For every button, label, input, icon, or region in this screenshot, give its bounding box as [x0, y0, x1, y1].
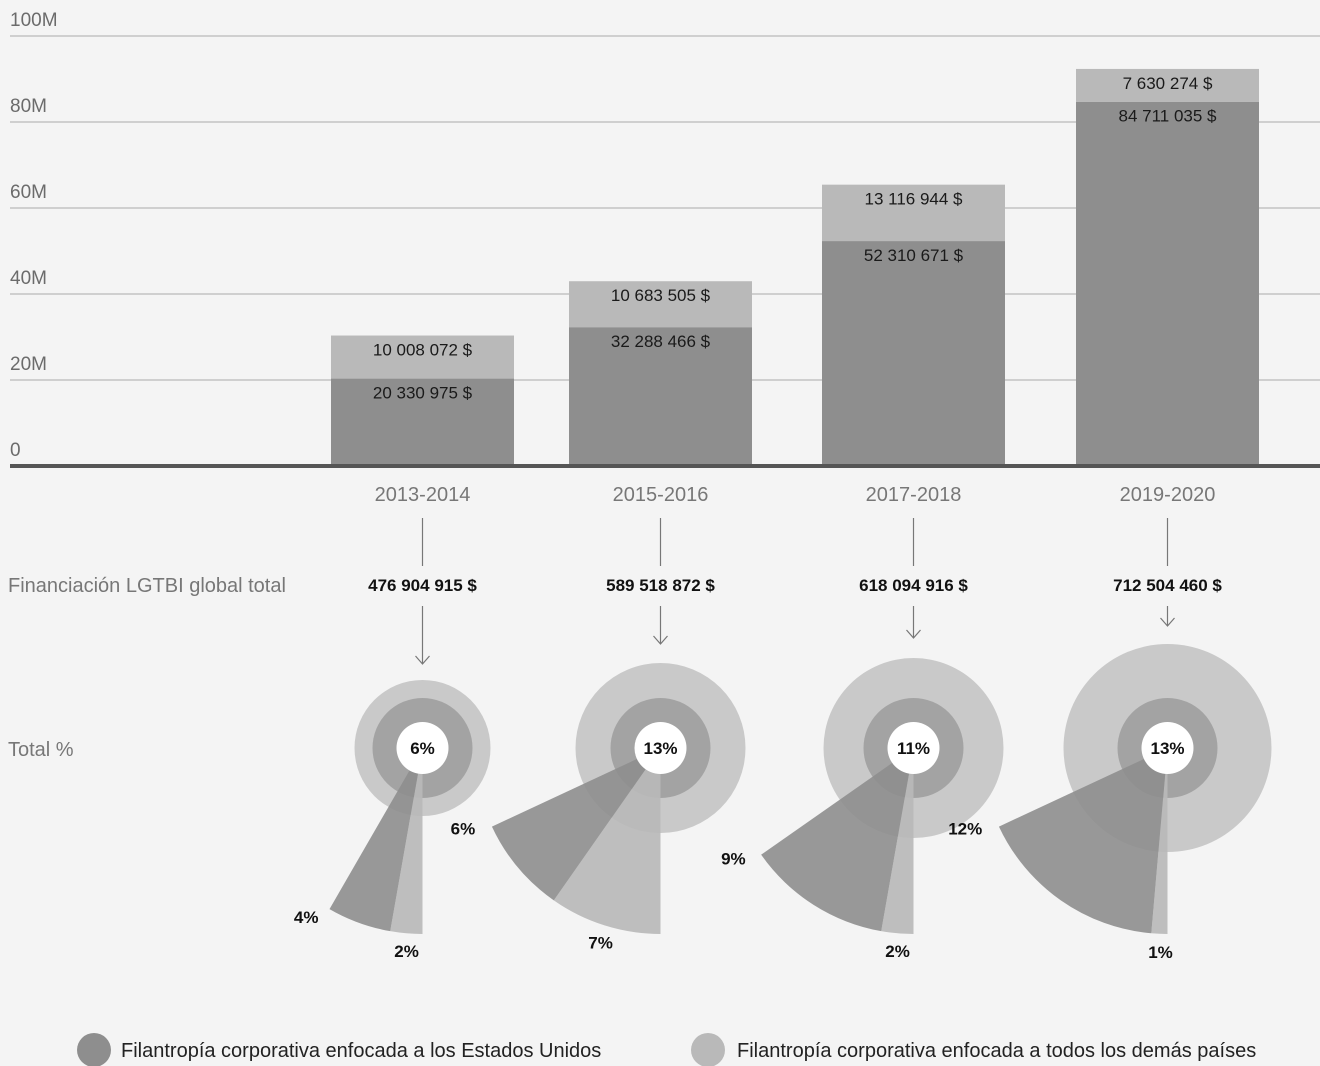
ring-center [1141, 722, 1194, 774]
legend-label-other: Filantropía corporativa enfocada a todos… [737, 1040, 1256, 1062]
fan-label-other: 1% [1148, 943, 1173, 962]
bar-other [331, 335, 514, 379]
bar-label-other: 7 630 274 $ [1123, 74, 1213, 93]
arrow-down [653, 606, 668, 645]
totals-row-label: Financiación LGTBI global total [8, 575, 286, 597]
y-tick-label: 80M [10, 96, 47, 117]
fan-wedge-us [329, 748, 423, 932]
legend-swatch-other [691, 1033, 725, 1066]
percent-rings: 6% 2% 4% 13% 7% 6% 11% 2% 9% 13% 1% 12% [294, 644, 1272, 962]
x-tick-label: 2019-2020 [1120, 484, 1216, 506]
total-funding-value: 589 518 872 $ [606, 576, 715, 595]
bar-label-us: 20 330 975 $ [373, 384, 473, 403]
bar-label-other: 13 116 944 $ [865, 190, 964, 209]
fan-label-us: 6% [451, 820, 476, 839]
bar-us [331, 378, 514, 466]
fan-wedge-us [761, 748, 914, 932]
fan-label-other: 2% [885, 942, 910, 961]
fan-wedge-other [553, 748, 661, 934]
bar-series: 10 008 072 $ 20 330 975 $ 2013-2014 10 683 … [10, 68, 1320, 506]
total-percent-value: 6% [410, 739, 435, 758]
bar-us [822, 241, 1005, 466]
bar-other [569, 281, 752, 328]
ring-center [634, 722, 687, 774]
ring-center [396, 722, 449, 774]
total-funding-value: 712 504 460 $ [1113, 576, 1222, 595]
fan-wedge-other [1151, 748, 1168, 934]
ring-center [887, 722, 940, 774]
y-tick-label: 40M [10, 268, 47, 289]
total-funding-value: 476 904 915 $ [368, 576, 477, 595]
bar-us [569, 327, 752, 466]
arrow-down [906, 606, 921, 639]
totals-row: 476 904 915 $ 589 518 872 $ 618 094 916 $ 7… [368, 518, 1222, 665]
y-tick-label: 100M [10, 10, 58, 31]
fan-wedge-us [998, 748, 1168, 934]
legend-label-us: Filantropía corporativa enfocada a los E… [121, 1040, 601, 1062]
y-tick-label: 60M [10, 182, 47, 203]
total-percent-value: 13% [1150, 739, 1184, 758]
x-tick-label: 2017-2018 [866, 484, 962, 506]
y-tick-label: 20M [10, 354, 47, 375]
x-tick-label: 2015-2016 [613, 484, 709, 506]
total-percent-row-label: Total % [8, 739, 74, 761]
bar-label-us: 52 310 671 $ [864, 246, 964, 265]
bar-label-other: 10 008 072 $ [373, 341, 473, 360]
fan-label-us: 9% [721, 850, 746, 869]
y-tick-label: 0 [10, 440, 21, 461]
x-tick-label: 2013-2014 [375, 484, 471, 506]
fan-wedge-other [390, 748, 423, 934]
bar-other [822, 184, 1005, 242]
fan-label-other: 7% [588, 933, 613, 952]
fan-label-us: 4% [294, 908, 319, 927]
total-percent-value: 11% [897, 739, 930, 758]
bar-label-other: 10 683 505 $ [611, 286, 711, 305]
total-funding-value: 618 094 916 $ [859, 576, 968, 595]
fan-wedge-other [881, 748, 914, 934]
bar-us [1076, 101, 1259, 466]
legend: Filantropía corporativa enfocada a los E… [77, 1033, 1256, 1066]
legend-swatch-us [77, 1033, 111, 1066]
total-percent-value: 13% [643, 739, 677, 758]
fan-label-other: 2% [394, 942, 419, 961]
bar-other [1076, 68, 1259, 102]
fan-wedge-us [491, 748, 661, 901]
arrow-down [415, 606, 430, 665]
fan-label-us: 12% [948, 820, 982, 839]
bar-label-us: 84 711 035 $ [1119, 107, 1218, 126]
arrow-down [1160, 606, 1175, 627]
bar-label-us: 32 288 466 $ [611, 332, 711, 351]
